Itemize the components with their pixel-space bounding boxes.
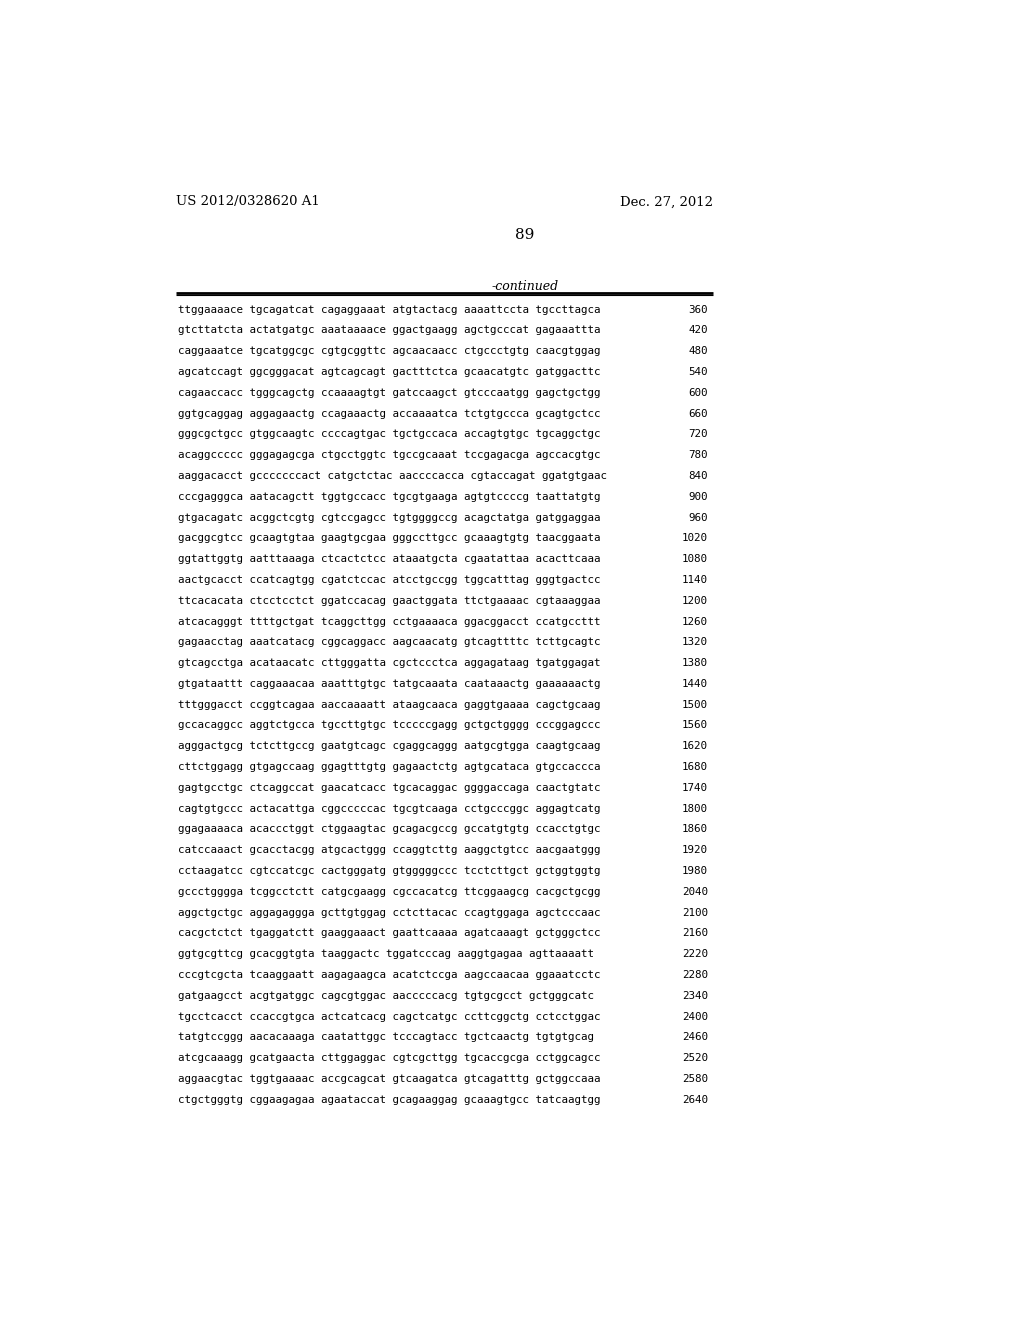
Text: US 2012/0328620 A1: US 2012/0328620 A1 bbox=[176, 195, 319, 209]
Text: 89: 89 bbox=[515, 227, 535, 242]
Text: gccctgggga tcggcctctt catgcgaagg cgccacatcg ttcggaagcg cacgctgcgg: gccctgggga tcggcctctt catgcgaagg cgccaca… bbox=[178, 887, 601, 896]
Text: gagtgcctgc ctcaggccat gaacatcacc tgcacaggac ggggaccaga caactgtatc: gagtgcctgc ctcaggccat gaacatcacc tgcacag… bbox=[178, 783, 601, 793]
Text: 1380: 1380 bbox=[682, 659, 708, 668]
Text: ttcacacata ctcctcctct ggatccacag gaactggata ttctgaaaac cgtaaaggaa: ttcacacata ctcctcctct ggatccacag gaactgg… bbox=[178, 595, 601, 606]
Text: Dec. 27, 2012: Dec. 27, 2012 bbox=[621, 195, 713, 209]
Text: 2280: 2280 bbox=[682, 970, 708, 979]
Text: 540: 540 bbox=[688, 367, 708, 378]
Text: 420: 420 bbox=[688, 326, 708, 335]
Text: cttctggagg gtgagccaag ggagtttgtg gagaactctg agtgcataca gtgccaccca: cttctggagg gtgagccaag ggagtttgtg gagaact… bbox=[178, 762, 601, 772]
Text: 1020: 1020 bbox=[682, 533, 708, 544]
Text: agcatccagt ggcgggacat agtcagcagt gactttctca gcaacatgtc gatggacttc: agcatccagt ggcgggacat agtcagcagt gactttc… bbox=[178, 367, 601, 378]
Text: ggtgcaggag aggagaactg ccagaaactg accaaaatca tctgtgccca gcagtgctcc: ggtgcaggag aggagaactg ccagaaactg accaaaa… bbox=[178, 409, 601, 418]
Text: 1860: 1860 bbox=[682, 825, 708, 834]
Text: 1740: 1740 bbox=[682, 783, 708, 793]
Text: gatgaagcct acgtgatggc cagcgtggac aacccccacg tgtgcgcct gctgggcatc: gatgaagcct acgtgatggc cagcgtggac aaccccc… bbox=[178, 991, 594, 1001]
Text: catccaaact gcacctacgg atgcactggg ccaggtcttg aaggctgtcc aacgaatggg: catccaaact gcacctacgg atgcactggg ccaggtc… bbox=[178, 845, 601, 855]
Text: gtcagcctga acataacatc cttgggatta cgctccctca aggagataag tgatggagat: gtcagcctga acataacatc cttgggatta cgctccc… bbox=[178, 659, 601, 668]
Text: 2040: 2040 bbox=[682, 887, 708, 896]
Text: 1140: 1140 bbox=[682, 576, 708, 585]
Text: gacggcgtcc gcaagtgtaa gaagtgcgaa gggccttgcc gcaaagtgtg taacggaata: gacggcgtcc gcaagtgtaa gaagtgcgaa gggcctt… bbox=[178, 533, 601, 544]
Text: 2640: 2640 bbox=[682, 1094, 708, 1105]
Text: cagaaccacc tgggcagctg ccaaaagtgt gatccaagct gtcccaatgg gagctgctgg: cagaaccacc tgggcagctg ccaaaagtgt gatccaa… bbox=[178, 388, 601, 397]
Text: 1500: 1500 bbox=[682, 700, 708, 710]
Text: 480: 480 bbox=[688, 346, 708, 356]
Text: gtcttatcta actatgatgc aaataaaace ggactgaagg agctgcccat gagaaattta: gtcttatcta actatgatgc aaataaaace ggactga… bbox=[178, 326, 601, 335]
Text: gtgataattt caggaaacaa aaatttgtgc tatgcaaata caataaactg gaaaaaactg: gtgataattt caggaaacaa aaatttgtgc tatgcaa… bbox=[178, 678, 601, 689]
Text: tttgggacct ccggtcagaa aaccaaaatt ataagcaaca gaggtgaaaa cagctgcaag: tttgggacct ccggtcagaa aaccaaaatt ataagca… bbox=[178, 700, 601, 710]
Text: 2460: 2460 bbox=[682, 1032, 708, 1043]
Text: 1680: 1680 bbox=[682, 762, 708, 772]
Text: 780: 780 bbox=[688, 450, 708, 461]
Text: gtgacagatc acggctcgtg cgtccgagcc tgtggggccg acagctatga gatggaggaa: gtgacagatc acggctcgtg cgtccgagcc tgtgggg… bbox=[178, 512, 601, 523]
Text: -continued: -continued bbox=[492, 280, 558, 293]
Text: aaggacacct gcccccccact catgctctac aaccccacca cgtaccagat ggatgtgaac: aaggacacct gcccccccact catgctctac aacccc… bbox=[178, 471, 607, 480]
Text: 1260: 1260 bbox=[682, 616, 708, 627]
Text: ttggaaaace tgcagatcat cagaggaaat atgtactacg aaaattccta tgccttagca: ttggaaaace tgcagatcat cagaggaaat atgtact… bbox=[178, 305, 601, 314]
Text: 1560: 1560 bbox=[682, 721, 708, 730]
Text: 1440: 1440 bbox=[682, 678, 708, 689]
Text: acaggccccc gggagagcga ctgcctggtc tgccgcaaat tccgagacga agccacgtgc: acaggccccc gggagagcga ctgcctggtc tgccgca… bbox=[178, 450, 601, 461]
Text: ctgctgggtg cggaagagaa agaataccat gcagaaggag gcaaagtgcc tatcaagtgg: ctgctgggtg cggaagagaa agaataccat gcagaag… bbox=[178, 1094, 601, 1105]
Text: 1200: 1200 bbox=[682, 595, 708, 606]
Text: 960: 960 bbox=[688, 512, 708, 523]
Text: 2340: 2340 bbox=[682, 991, 708, 1001]
Text: ggagaaaaca acaccctggt ctggaagtac gcagacgccg gccatgtgtg ccacctgtgc: ggagaaaaca acaccctggt ctggaagtac gcagacg… bbox=[178, 825, 601, 834]
Text: 1800: 1800 bbox=[682, 804, 708, 813]
Text: cccgagggca aatacagctt tggtgccacc tgcgtgaaga agtgtccccg taattatgtg: cccgagggca aatacagctt tggtgccacc tgcgtga… bbox=[178, 492, 601, 502]
Text: 2100: 2100 bbox=[682, 908, 708, 917]
Text: tgcctcacct ccaccgtgca actcatcacg cagctcatgc ccttcggctg cctcctggac: tgcctcacct ccaccgtgca actcatcacg cagctca… bbox=[178, 1011, 601, 1022]
Text: gccacaggcc aggtctgcca tgccttgtgc tcccccgagg gctgctgggg cccggagccc: gccacaggcc aggtctgcca tgccttgtgc tcccccg… bbox=[178, 721, 601, 730]
Text: tatgtccggg aacacaaaga caatattggc tcccagtacc tgctcaactg tgtgtgcag: tatgtccggg aacacaaaga caatattggc tcccagt… bbox=[178, 1032, 594, 1043]
Text: 1080: 1080 bbox=[682, 554, 708, 564]
Text: 600: 600 bbox=[688, 388, 708, 397]
Text: 720: 720 bbox=[688, 429, 708, 440]
Text: cctaagatcc cgtccatcgc cactgggatg gtgggggccc tcctcttgct gctggtggtg: cctaagatcc cgtccatcgc cactgggatg gtggggg… bbox=[178, 866, 601, 876]
Text: cagtgtgccc actacattga cggcccccac tgcgtcaaga cctgcccggc aggagtcatg: cagtgtgccc actacattga cggcccccac tgcgtca… bbox=[178, 804, 601, 813]
Text: aggctgctgc aggagaggga gcttgtggag cctcttacac ccagtggaga agctcccaac: aggctgctgc aggagaggga gcttgtggag cctctta… bbox=[178, 908, 601, 917]
Text: 2580: 2580 bbox=[682, 1074, 708, 1084]
Text: 2160: 2160 bbox=[682, 928, 708, 939]
Text: atcgcaaagg gcatgaacta cttggaggac cgtcgcttgg tgcaccgcga cctggcagcc: atcgcaaagg gcatgaacta cttggaggac cgtcgct… bbox=[178, 1053, 601, 1063]
Text: gagaacctag aaatcatacg cggcaggacc aagcaacatg gtcagttttc tcttgcagtc: gagaacctag aaatcatacg cggcaggacc aagcaac… bbox=[178, 638, 601, 647]
Text: gggcgctgcc gtggcaagtc ccccagtgac tgctgccaca accagtgtgc tgcaggctgc: gggcgctgcc gtggcaagtc ccccagtgac tgctgcc… bbox=[178, 429, 601, 440]
Text: 840: 840 bbox=[688, 471, 708, 480]
Text: ggtgcgttcg gcacggtgta taaggactc tggatcccag aaggtgagaa agttaaaatt: ggtgcgttcg gcacggtgta taaggactc tggatccc… bbox=[178, 949, 594, 960]
Text: atcacagggt ttttgctgat tcaggcttgg cctgaaaaca ggacggacct ccatgccttt: atcacagggt ttttgctgat tcaggcttgg cctgaaa… bbox=[178, 616, 601, 627]
Text: 360: 360 bbox=[688, 305, 708, 314]
Text: cccgtcgcta tcaaggaatt aagagaagca acatctccga aagccaacaa ggaaatcctc: cccgtcgcta tcaaggaatt aagagaagca acatctc… bbox=[178, 970, 601, 979]
Text: aggaacgtac tggtgaaaac accgcagcat gtcaagatca gtcagatttg gctggccaaa: aggaacgtac tggtgaaaac accgcagcat gtcaaga… bbox=[178, 1074, 601, 1084]
Text: 1320: 1320 bbox=[682, 638, 708, 647]
Text: 660: 660 bbox=[688, 409, 708, 418]
Text: caggaaatce tgcatggcgc cgtgcggttc agcaacaacc ctgccctgtg caacgtggag: caggaaatce tgcatggcgc cgtgcggttc agcaaca… bbox=[178, 346, 601, 356]
Text: aactgcacct ccatcagtgg cgatctccac atcctgccgg tggcatttag gggtgactcc: aactgcacct ccatcagtgg cgatctccac atcctgc… bbox=[178, 576, 601, 585]
Text: 1980: 1980 bbox=[682, 866, 708, 876]
Text: 2520: 2520 bbox=[682, 1053, 708, 1063]
Text: 1920: 1920 bbox=[682, 845, 708, 855]
Text: cacgctctct tgaggatctt gaaggaaact gaattcaaaa agatcaaagt gctgggctcc: cacgctctct tgaggatctt gaaggaaact gaattca… bbox=[178, 928, 601, 939]
Text: 1620: 1620 bbox=[682, 742, 708, 751]
Text: 900: 900 bbox=[688, 492, 708, 502]
Text: 2220: 2220 bbox=[682, 949, 708, 960]
Text: ggtattggtg aatttaaaga ctcactctcc ataaatgcta cgaatattaa acacttcaaa: ggtattggtg aatttaaaga ctcactctcc ataaatg… bbox=[178, 554, 601, 564]
Text: agggactgcg tctcttgccg gaatgtcagc cgaggcaggg aatgcgtgga caagtgcaag: agggactgcg tctcttgccg gaatgtcagc cgaggca… bbox=[178, 742, 601, 751]
Text: 2400: 2400 bbox=[682, 1011, 708, 1022]
